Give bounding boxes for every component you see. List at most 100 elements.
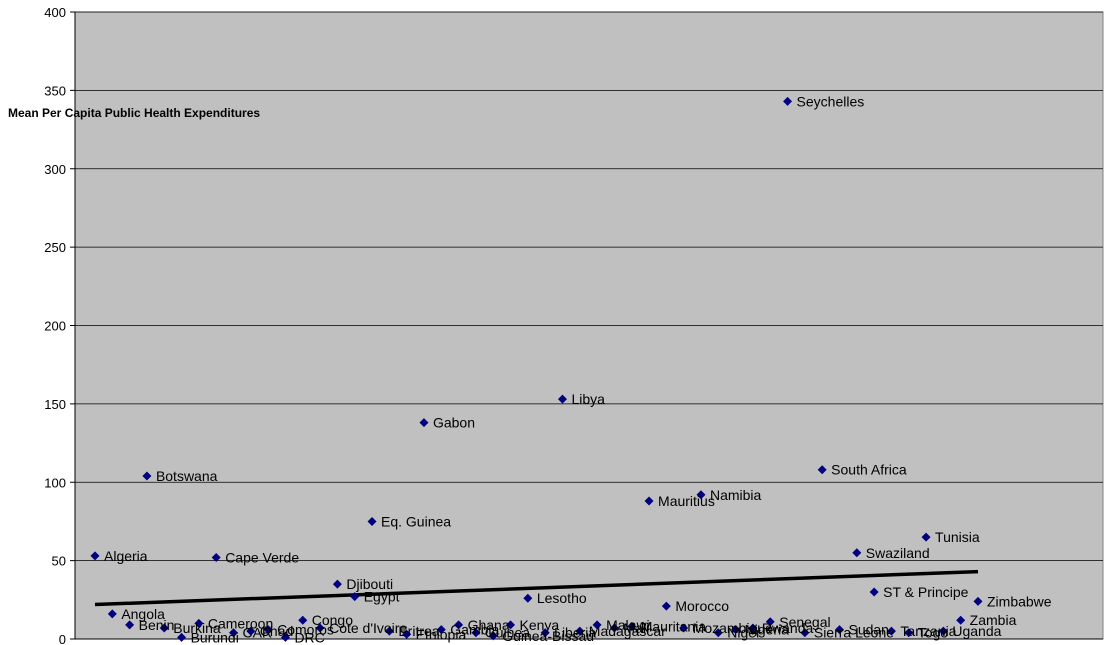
data-point (194, 618, 204, 628)
data-point (107, 609, 117, 619)
data-point (817, 465, 827, 475)
y-tick-label: 0 (59, 632, 66, 645)
trendline (94, 569, 979, 607)
data-label: Zambia (970, 612, 1017, 628)
data-point (800, 628, 810, 638)
data-label: Madagascar (589, 623, 666, 639)
data-label: Eritrea (398, 623, 439, 639)
data-point (523, 593, 533, 603)
data-point (211, 552, 221, 562)
y-tick-label: 350 (44, 83, 66, 98)
y-axis: 0 50 100 150 200 250 300 350 400 (44, 5, 1103, 645)
data-label: DRC (294, 629, 324, 645)
data-point (869, 587, 879, 597)
data-label: CAR (243, 625, 273, 641)
data-label: Zimbabwe (987, 593, 1052, 609)
data-label: Liberia (554, 625, 596, 641)
data-point (540, 628, 550, 638)
data-point (315, 623, 325, 633)
y-tick-label: 400 (44, 5, 66, 20)
data-point (350, 592, 360, 602)
data-point (834, 625, 844, 635)
data-label: Cote d'Ivoire (329, 620, 407, 636)
data-label: Algeria (104, 548, 148, 564)
y-tick-label: 250 (44, 240, 66, 255)
data-point (921, 532, 931, 542)
y-tick-label: 50 (52, 554, 66, 569)
y-tick-label: 150 (44, 397, 66, 412)
data-point (246, 626, 256, 636)
data-label: Uganda (952, 623, 1001, 639)
data-point (852, 548, 862, 558)
data-label: Gabon (433, 415, 475, 431)
data-label: Cameroon (208, 615, 273, 631)
data-point (90, 551, 100, 561)
data-point (679, 623, 689, 633)
data-label: ST & Principe (883, 584, 969, 600)
data-point (159, 623, 169, 633)
data-label: Sierra Leone (814, 625, 894, 641)
data-label: Malawi (606, 617, 650, 633)
data-label: Cape Verde (225, 549, 299, 565)
data-label: Tanzania (900, 623, 956, 639)
data-point (627, 621, 637, 631)
data-point (454, 620, 464, 630)
data-point (938, 626, 948, 636)
data-point (436, 625, 446, 635)
y-axis-title: Mean Per Capita Public Health Expenditur… (8, 106, 261, 120)
data-point (280, 632, 290, 642)
data-label: Eq. Guinea (381, 513, 451, 529)
data-points (90, 96, 983, 642)
data-label: Chad (260, 623, 293, 639)
data-point (125, 620, 135, 630)
data-point (298, 615, 308, 625)
data-label: Gambia (450, 622, 499, 638)
data-label: Libya (571, 391, 605, 407)
data-point (557, 394, 567, 404)
data-point (419, 418, 429, 428)
data-label: Mali (623, 620, 649, 636)
data-point (731, 625, 741, 635)
data-point (471, 628, 481, 638)
data-point (713, 628, 723, 638)
data-label: Burkina (173, 620, 221, 636)
data-label: Ethiopia (416, 626, 467, 642)
data-label: Morocco (675, 598, 729, 614)
data-label: Seychelles (797, 93, 865, 109)
data-label: Lesotho (537, 590, 587, 606)
data-point (696, 490, 706, 500)
data-point (263, 625, 273, 635)
data-point (367, 516, 377, 526)
data-point (177, 632, 187, 642)
data-label: Mozambique (693, 620, 773, 636)
data-point (142, 471, 152, 481)
data-point (748, 623, 758, 633)
data-label: Egypt (364, 589, 400, 605)
data-label: Swaziland (866, 545, 930, 561)
data-point (609, 623, 619, 633)
data-label: Kenya (520, 617, 560, 633)
data-point (575, 626, 585, 636)
data-label: Guinea (485, 625, 530, 641)
y-tick-label: 300 (44, 162, 66, 177)
data-point (384, 626, 394, 636)
data-point (783, 96, 793, 106)
data-point (904, 628, 914, 638)
data-label: Namibia (710, 487, 762, 503)
data-label: Senegal (779, 614, 830, 630)
data-label: Nigeria (745, 622, 790, 638)
data-point (229, 628, 239, 638)
data-point (661, 601, 671, 611)
data-point (886, 626, 896, 636)
data-point (973, 596, 983, 606)
data-label: Ghana (468, 617, 510, 633)
data-point (592, 620, 602, 630)
data-point (956, 615, 966, 625)
data-point (765, 617, 775, 627)
data-label: Mauritius (658, 493, 715, 509)
data-label: Botswana (156, 468, 218, 484)
data-label: Mauritania (641, 618, 707, 634)
data-label: Benin (139, 617, 175, 633)
